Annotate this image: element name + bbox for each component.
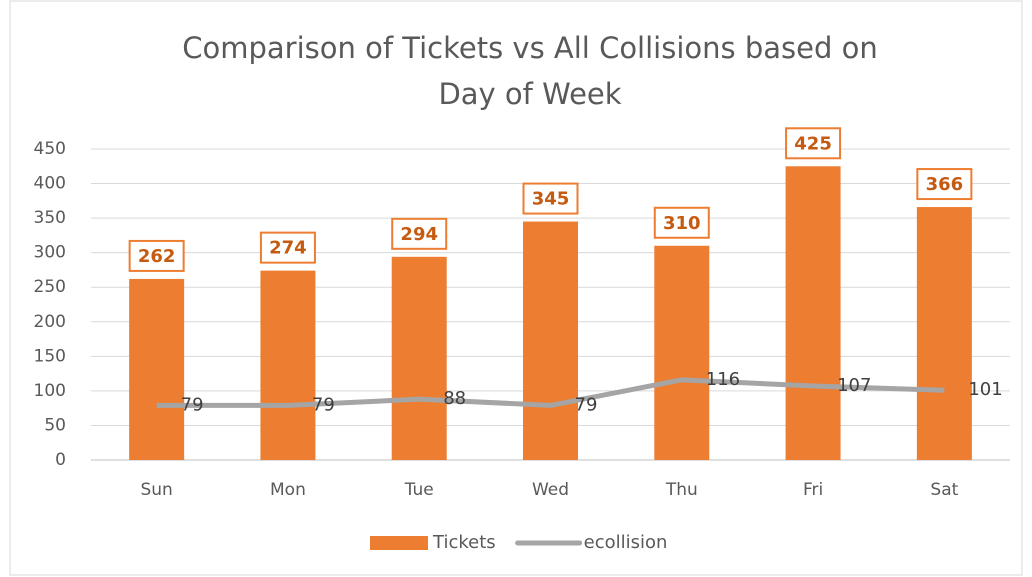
- y-tick-label: 450: [34, 139, 66, 159]
- legend-swatch: [370, 536, 428, 550]
- bar: [654, 245, 710, 460]
- bar: [129, 278, 185, 460]
- chart-title: Day of Week: [438, 77, 621, 111]
- line: [156, 377, 945, 408]
- data-label: 101: [968, 379, 1002, 400]
- data-label: 79: [575, 394, 598, 415]
- data-label: 79: [181, 394, 204, 415]
- data-label: 310: [663, 213, 701, 234]
- bar: [391, 256, 447, 460]
- data-label-box: [128, 239, 185, 272]
- x-tick-label: Fri: [803, 480, 823, 500]
- legend-label: ecollision: [584, 532, 668, 553]
- data-label: 107: [837, 375, 871, 396]
- data-label-box: [522, 182, 579, 215]
- y-tick-label: 0: [55, 450, 66, 470]
- y-tick-label: 50: [44, 415, 66, 435]
- data-label: 425: [794, 133, 832, 154]
- bar: [523, 221, 578, 460]
- data-label: 88: [443, 388, 466, 409]
- data-label: 262: [138, 246, 176, 267]
- data-label: 294: [400, 224, 438, 245]
- y-tick-label: 200: [34, 312, 66, 332]
- data-label-box: [391, 217, 448, 250]
- data-label-box: [785, 127, 842, 160]
- x-tick-label: Sat: [930, 480, 958, 500]
- data-label-box: [916, 168, 973, 201]
- data-label: 345: [532, 189, 570, 210]
- x-tick-label: Thu: [665, 480, 698, 500]
- y-tick-label: 250: [34, 277, 66, 297]
- y-tick-label: 350: [34, 208, 66, 228]
- x-tick-label: Wed: [532, 480, 569, 500]
- chart-title: Comparison of Tickets vs All Collisions …: [182, 31, 877, 65]
- legend-label: Tickets: [432, 532, 496, 553]
- data-label: 116: [706, 369, 740, 390]
- data-label-box: [653, 206, 710, 239]
- y-tick-label: 100: [34, 381, 66, 401]
- x-tick-label: Mon: [270, 480, 306, 500]
- data-label: 366: [926, 174, 964, 195]
- bar: [916, 207, 972, 460]
- y-tick-label: 400: [34, 174, 66, 194]
- data-label: 274: [269, 238, 307, 259]
- data-label: 79: [312, 394, 335, 415]
- y-tick-label: 150: [34, 346, 66, 366]
- bar: [785, 166, 841, 460]
- bar: [260, 270, 316, 460]
- x-tick-label: Tue: [404, 480, 434, 500]
- x-tick-label: Sun: [140, 480, 172, 500]
- data-label-box: [259, 231, 316, 264]
- y-tick-label: 300: [34, 243, 66, 263]
